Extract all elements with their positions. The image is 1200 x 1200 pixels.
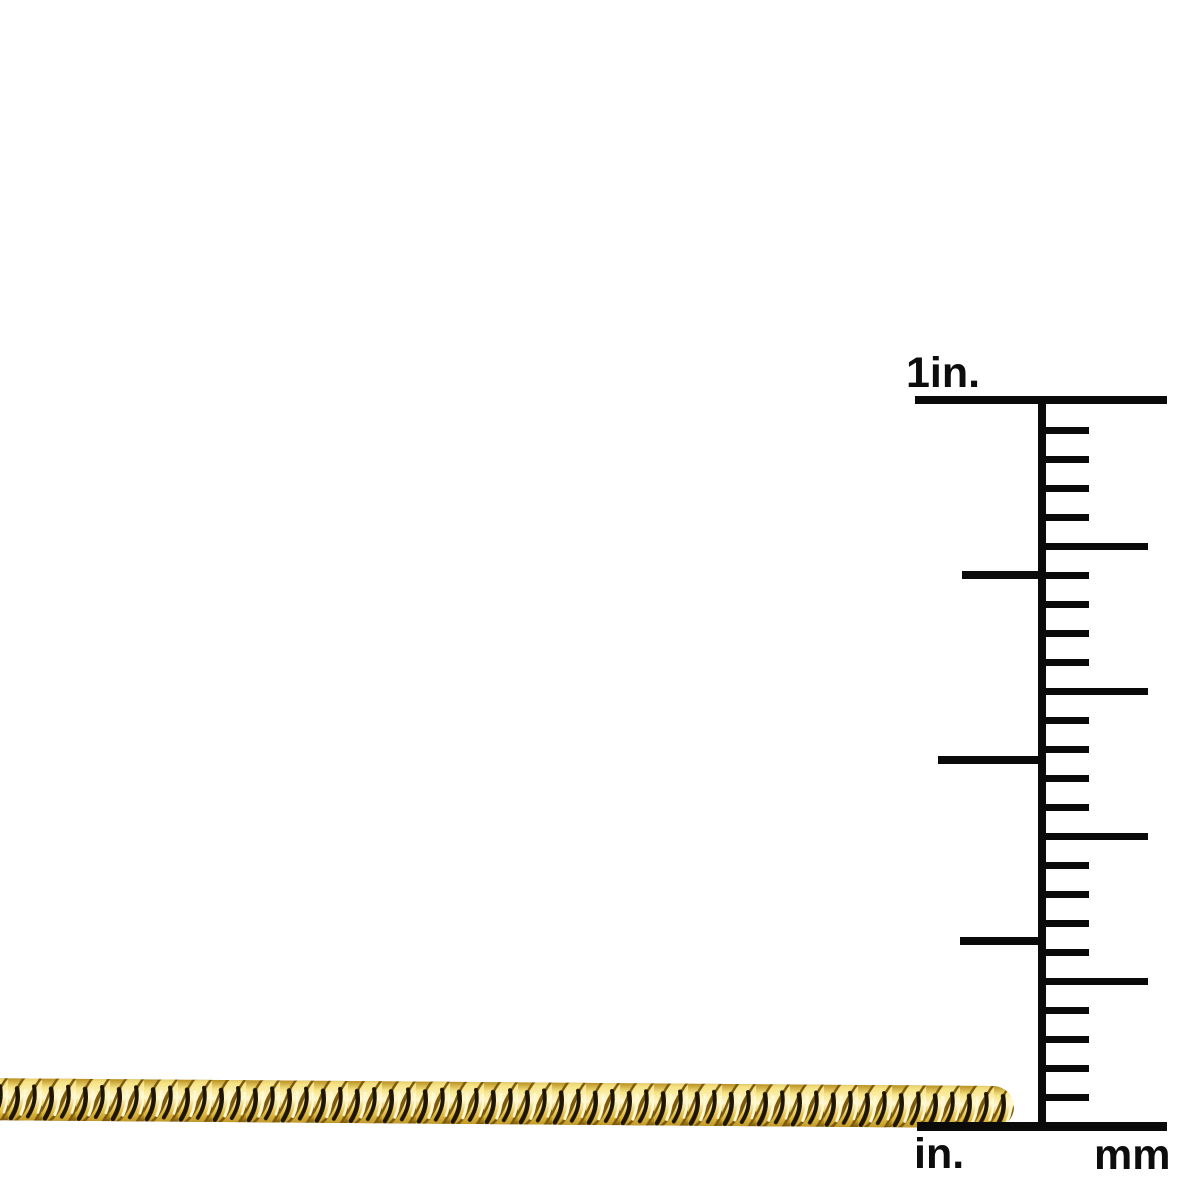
mm-tick-11 xyxy=(1042,716,1089,724)
mm-tick-18 xyxy=(1042,919,1089,927)
mm-tick-5 xyxy=(1042,542,1148,550)
mm-tick-24 xyxy=(1042,1093,1089,1101)
mm-tick-19 xyxy=(1042,948,1089,956)
mm-tick-9 xyxy=(1042,658,1089,666)
inch-tick-34 xyxy=(960,937,1046,945)
mm-tick-13 xyxy=(1042,774,1089,782)
mm-tick-7 xyxy=(1042,600,1089,608)
mm-tick-22 xyxy=(1042,1035,1089,1043)
mm-tick-15 xyxy=(1042,832,1148,840)
mm-tick-10 xyxy=(1042,687,1148,695)
one-inch-label: 1in. xyxy=(906,349,981,397)
mm-tick-16 xyxy=(1042,861,1089,869)
inches-unit-label: in. xyxy=(914,1130,965,1178)
mm-tick-23 xyxy=(1042,1064,1089,1072)
mm-tick-21 xyxy=(1042,1006,1089,1014)
ruler-one-inch-line xyxy=(915,396,1167,404)
mm-tick-2 xyxy=(1042,455,1089,463)
gold-rope-chain xyxy=(0,1078,1014,1129)
mm-tick-14 xyxy=(1042,803,1089,811)
mm-tick-20 xyxy=(1042,977,1148,985)
mm-tick-8 xyxy=(1042,629,1089,637)
mm-tick-1 xyxy=(1042,426,1089,434)
ruler-baseline xyxy=(917,1122,1167,1131)
chain-rope-texture xyxy=(0,1078,1014,1129)
millimeters-unit-label: mm xyxy=(1094,1131,1171,1179)
inch-tick-12 xyxy=(938,756,1046,764)
mm-tick-6 xyxy=(1042,571,1089,579)
mm-tick-12 xyxy=(1042,745,1089,753)
mm-tick-4 xyxy=(1042,513,1089,521)
mm-tick-3 xyxy=(1042,484,1089,492)
inch-tick-14 xyxy=(962,571,1046,579)
mm-tick-17 xyxy=(1042,890,1089,898)
